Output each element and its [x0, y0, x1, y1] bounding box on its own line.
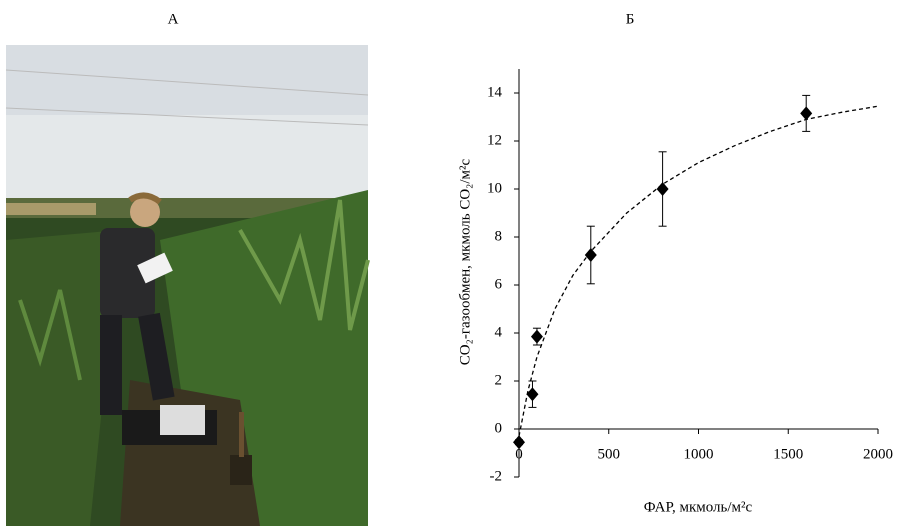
point: [513, 435, 525, 450]
panel-label: А: [168, 11, 179, 27]
y-tick-label: 8: [495, 228, 503, 244]
point: [526, 387, 539, 402]
point: [656, 182, 669, 196]
y-axis-title: CO₂-газообмен, мкмоль CO₂/м²с: [457, 158, 473, 365]
y-tick-label: 10: [487, 180, 502, 196]
y-tick-label: -2: [490, 468, 503, 484]
x-tick-label: 0: [515, 446, 523, 462]
x-tick-label: 1500: [773, 446, 803, 462]
fit-curve: [518, 105, 879, 437]
photo: [5, 45, 370, 526]
y-tick-label: 4: [495, 324, 503, 340]
x-tick-label: 1000: [684, 446, 714, 462]
y-tick-label: 14: [487, 84, 503, 100]
point: [530, 329, 543, 344]
x-tick-label: 2000: [863, 446, 893, 462]
point: [800, 106, 813, 121]
y-tick-label: 0: [495, 420, 503, 436]
y-tick-label: 2: [495, 372, 503, 388]
point: [584, 248, 597, 262]
panel-label: Б: [626, 11, 635, 27]
x-axis-title: ФАР, мкмоль/м²с: [644, 499, 753, 515]
y-tick-label: 12: [487, 132, 502, 148]
x-tick-label: 500: [598, 446, 621, 462]
y-tick-label: 6: [495, 276, 503, 292]
